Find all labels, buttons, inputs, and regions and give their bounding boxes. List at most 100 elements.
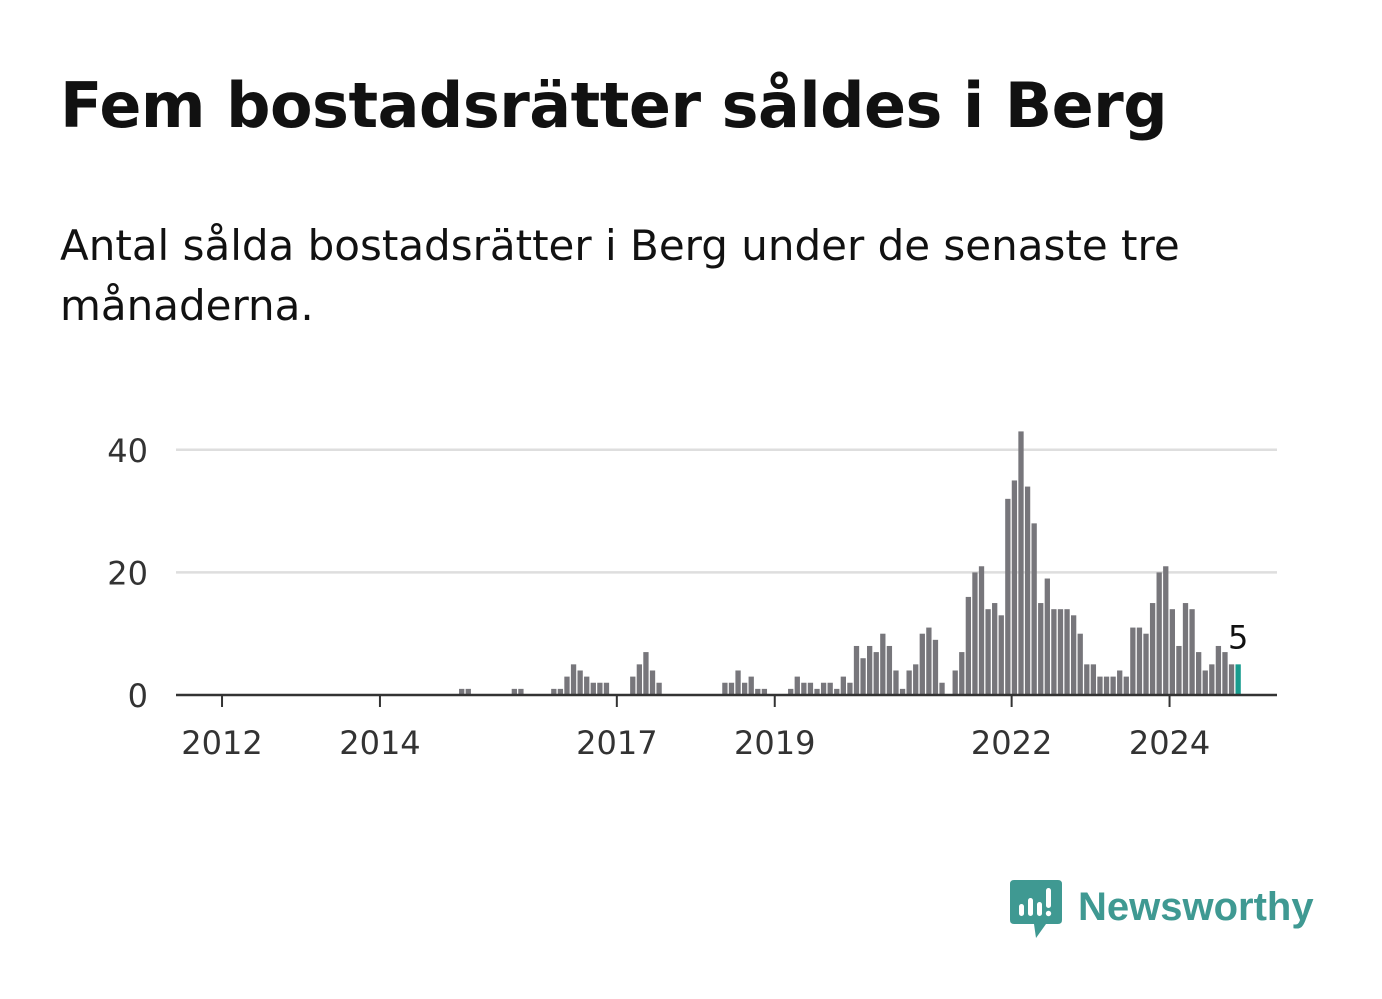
bar bbox=[1110, 676, 1116, 695]
bar bbox=[886, 645, 893, 695]
newsworthy-logo: Newsworthy bbox=[1010, 878, 1314, 942]
bar bbox=[1038, 603, 1044, 695]
bar bbox=[1222, 652, 1228, 695]
bar bbox=[978, 566, 985, 695]
bar bbox=[1209, 664, 1215, 695]
bar bbox=[827, 682, 833, 695]
bar bbox=[1044, 578, 1050, 695]
bar bbox=[1064, 609, 1070, 695]
bar bbox=[1077, 633, 1083, 695]
x-tick-label: 2017 bbox=[576, 724, 657, 762]
highlight-bar bbox=[1235, 664, 1241, 695]
bar bbox=[577, 670, 583, 695]
bar bbox=[1024, 486, 1031, 695]
x-tick-label: 2022 bbox=[971, 724, 1052, 762]
bar bbox=[603, 682, 610, 695]
bar bbox=[1097, 676, 1103, 695]
bar bbox=[952, 670, 958, 695]
x-tick-label: 2024 bbox=[1129, 724, 1210, 762]
bar bbox=[656, 682, 662, 695]
bar bbox=[873, 652, 879, 695]
bar bbox=[847, 682, 853, 695]
bar bbox=[728, 682, 735, 695]
bar bbox=[597, 682, 603, 695]
bar bbox=[992, 603, 998, 695]
bar bbox=[459, 688, 465, 695]
bar bbox=[913, 664, 919, 695]
bar bbox=[1182, 603, 1189, 695]
bar bbox=[570, 664, 577, 695]
bar bbox=[867, 645, 873, 695]
bar bbox=[998, 615, 1004, 695]
bar bbox=[551, 688, 557, 695]
bar bbox=[1202, 670, 1208, 695]
bar bbox=[748, 676, 754, 695]
highlight-data-label: 5 bbox=[1228, 618, 1248, 656]
bar bbox=[906, 670, 912, 695]
bar bbox=[1011, 480, 1018, 695]
bar bbox=[919, 633, 925, 695]
bar bbox=[1228, 664, 1235, 695]
bar bbox=[1143, 633, 1149, 695]
bar bbox=[853, 645, 860, 695]
bar bbox=[1130, 627, 1136, 695]
bar bbox=[1084, 664, 1090, 695]
bar bbox=[1090, 664, 1097, 695]
grid-lines bbox=[176, 448, 1277, 574]
newsworthy-logo-icon bbox=[1010, 880, 1062, 938]
x-tick-label: 2019 bbox=[734, 724, 815, 762]
x-tick-label: 2012 bbox=[181, 724, 262, 762]
bar bbox=[1196, 652, 1202, 695]
data-labels: 5 bbox=[1228, 618, 1248, 656]
y-tick-label: 20 bbox=[107, 554, 148, 592]
bar bbox=[1031, 523, 1037, 695]
bar bbox=[1018, 431, 1024, 695]
bar bbox=[564, 676, 570, 695]
bar bbox=[1215, 645, 1222, 695]
bar-chart: 2012 2014 2017 2019 2022 2024 0 20 40 5 bbox=[107, 431, 1277, 762]
bar bbox=[932, 639, 939, 695]
bar bbox=[1051, 609, 1057, 695]
bar bbox=[926, 627, 932, 695]
bar bbox=[893, 670, 899, 695]
page-title: Fem bostadsrätter såldes i Berg bbox=[60, 69, 1168, 142]
bar bbox=[557, 688, 564, 695]
x-axis: 2012 2014 2017 2019 2022 2024 bbox=[181, 695, 1210, 762]
y-tick-label: 40 bbox=[107, 432, 148, 470]
bar bbox=[880, 633, 886, 695]
bar bbox=[972, 572, 978, 695]
bar bbox=[899, 688, 906, 695]
bar bbox=[1123, 676, 1129, 695]
bars bbox=[459, 431, 1241, 695]
bar bbox=[636, 664, 643, 695]
bar bbox=[860, 658, 866, 695]
bar bbox=[465, 688, 471, 695]
bar bbox=[1103, 676, 1110, 695]
bar bbox=[584, 676, 590, 695]
bar bbox=[1070, 615, 1077, 695]
bar bbox=[794, 676, 800, 695]
bar bbox=[788, 688, 794, 695]
bar bbox=[518, 688, 524, 695]
bar bbox=[807, 682, 814, 695]
bar bbox=[840, 676, 846, 695]
bar bbox=[755, 688, 761, 695]
x-tick-label: 2014 bbox=[339, 724, 420, 762]
bar bbox=[1057, 609, 1064, 695]
bar bbox=[735, 670, 741, 695]
bar bbox=[1169, 609, 1175, 695]
bar bbox=[1005, 498, 1011, 695]
bar bbox=[801, 682, 807, 695]
y-tick-label: 0 bbox=[128, 677, 148, 715]
bar bbox=[722, 682, 728, 695]
bar bbox=[1136, 627, 1143, 695]
bar bbox=[741, 682, 748, 695]
bar bbox=[1149, 603, 1156, 695]
bar bbox=[834, 688, 840, 695]
bar bbox=[1156, 572, 1162, 695]
bar bbox=[1117, 670, 1123, 695]
y-axis: 0 20 40 bbox=[107, 432, 148, 715]
bar bbox=[649, 670, 656, 695]
bar bbox=[965, 596, 972, 695]
bar bbox=[630, 676, 636, 695]
